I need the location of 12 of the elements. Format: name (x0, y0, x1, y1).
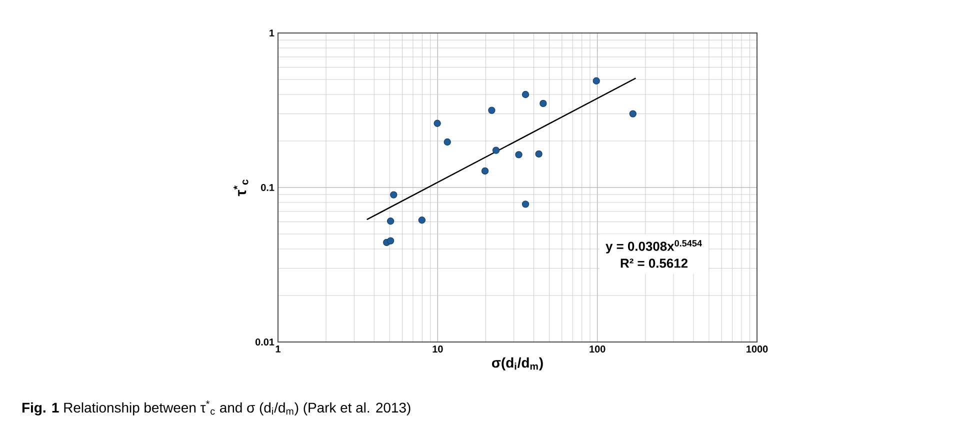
y-tick-label: 1 (270, 30, 274, 36)
y-tick-label: 0.01 (255, 338, 274, 346)
x-tick-label: 100 (590, 346, 606, 353)
x-tick-label: 1 (276, 346, 280, 352)
annotation: R² = 0.5612 (620, 258, 688, 268)
annotation: y = 0.0308x$^{0.5454}$ (606, 240, 702, 254)
x-axis-title: σ(d$_{i}$/d$_{m}$) (492, 357, 543, 370)
y-axis-title: τ$^{*}$c (234, 180, 248, 196)
text: Fig. 1 Relationship between τ$^{*}$$_{c}$ and σ (d$_{i}$/d$_{m}$) (Park et al. 2013) (22, 400, 410, 416)
y-tick-label: 0.1 (261, 184, 274, 192)
x-tick-label: 1000 (746, 346, 768, 353)
x-tick-label: 10 (432, 346, 443, 353)
